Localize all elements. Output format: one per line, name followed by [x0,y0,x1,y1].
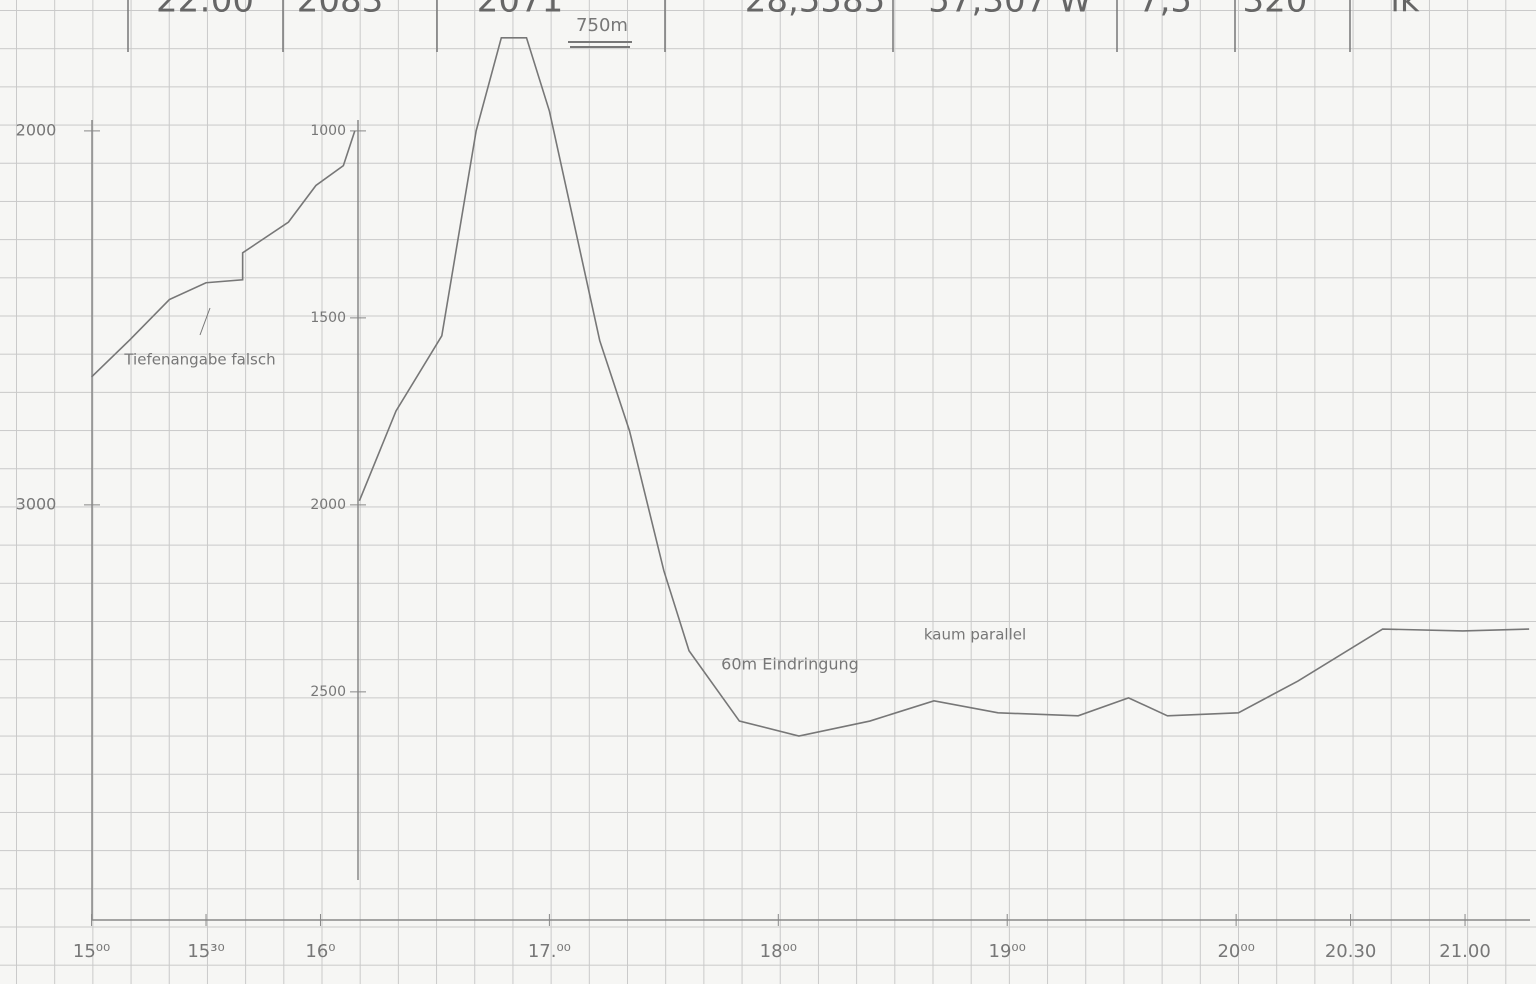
y-tick-label: 2000 [310,497,346,513]
x-tick-label: 15³⁰ [187,941,224,962]
y-tick-label: 1500 [310,310,346,326]
x-tick-label: 20.30 [1325,941,1377,962]
header-cell: 7,5 [1138,0,1192,21]
y2-tick-label: 3000 [16,494,57,513]
x-tick-label: 21.00 [1439,941,1491,962]
header-lines [127,0,1351,52]
profile-line [358,36,1530,737]
header-cell: 320 [1243,0,1308,21]
y-tick-label: 1000 [310,123,346,139]
annotation: Tiefenangabe falsch [123,351,275,369]
header-cell: 57,307 W [928,0,1091,21]
header-cell: 28,5585 [745,0,886,21]
y2-tick-label: 2000 [16,120,57,139]
header-cell: 2083 [297,0,384,21]
header-cell: lk [1390,0,1419,21]
x-tick-label: 17.⁰⁰ [528,941,571,962]
header-cell: 22:00 [156,0,254,21]
header-cell: 2071 [477,0,564,21]
x-tick-label: 16⁰ [305,941,335,962]
annotation: 750m [576,15,628,36]
x-tick-label: 15⁰⁰ [73,941,110,962]
profile-line [91,130,356,378]
annotation: kaum parallel [924,626,1026,644]
annotation: 60m Eindringung [721,655,859,674]
x-tick-label: 19⁰⁰ [989,941,1026,962]
x-tick-label: 20⁰⁰ [1217,941,1254,962]
y-tick-label: 2500 [310,684,346,700]
arrow [199,307,211,336]
x-tick-label: 18⁰⁰ [760,941,797,962]
